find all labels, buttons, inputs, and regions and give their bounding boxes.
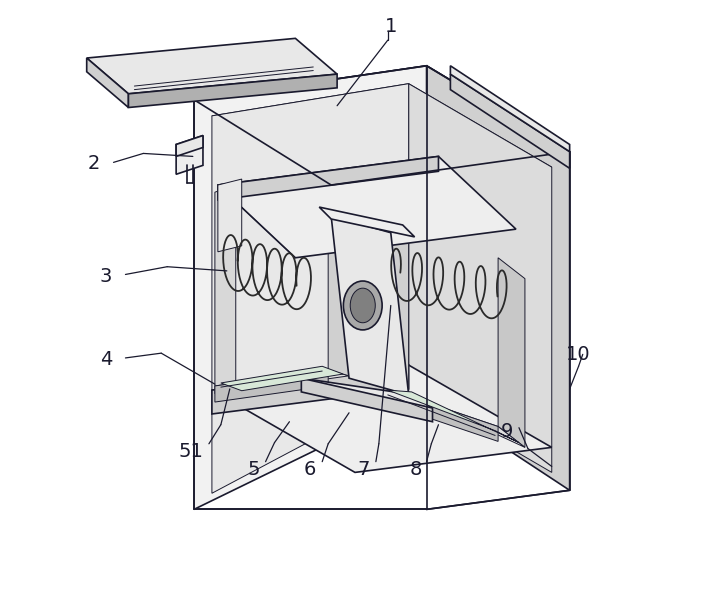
- Polygon shape: [129, 74, 337, 107]
- Text: 7: 7: [358, 460, 370, 479]
- Polygon shape: [427, 66, 569, 491]
- Polygon shape: [498, 258, 525, 447]
- Polygon shape: [212, 365, 409, 414]
- Polygon shape: [212, 84, 409, 493]
- Polygon shape: [409, 84, 552, 473]
- Text: 8: 8: [410, 460, 422, 479]
- Polygon shape: [328, 211, 349, 376]
- Polygon shape: [221, 366, 343, 391]
- Polygon shape: [383, 388, 525, 447]
- Text: 10: 10: [567, 345, 591, 364]
- Polygon shape: [331, 216, 409, 395]
- Text: 6: 6: [304, 460, 317, 479]
- Ellipse shape: [344, 281, 382, 330]
- Polygon shape: [215, 185, 236, 394]
- Text: 5: 5: [247, 460, 260, 479]
- Polygon shape: [450, 74, 569, 168]
- Polygon shape: [218, 156, 516, 258]
- Polygon shape: [215, 370, 328, 402]
- Polygon shape: [194, 66, 569, 185]
- Polygon shape: [176, 135, 203, 156]
- Polygon shape: [176, 135, 203, 174]
- Polygon shape: [301, 378, 432, 408]
- Text: 51: 51: [179, 442, 204, 461]
- Polygon shape: [215, 370, 349, 392]
- Polygon shape: [388, 390, 519, 443]
- Polygon shape: [320, 207, 415, 237]
- Polygon shape: [383, 228, 409, 394]
- Ellipse shape: [350, 288, 376, 323]
- Polygon shape: [212, 365, 552, 473]
- Polygon shape: [383, 388, 498, 441]
- Polygon shape: [87, 38, 337, 94]
- Polygon shape: [212, 84, 552, 199]
- Polygon shape: [218, 179, 241, 252]
- Polygon shape: [218, 156, 439, 200]
- Text: 9: 9: [501, 422, 513, 441]
- Text: 3: 3: [99, 267, 112, 286]
- Polygon shape: [87, 58, 129, 107]
- Text: 2: 2: [87, 154, 100, 173]
- Polygon shape: [301, 378, 432, 422]
- Text: 4: 4: [99, 350, 112, 368]
- Text: 1: 1: [385, 17, 397, 36]
- Polygon shape: [450, 66, 569, 152]
- Polygon shape: [194, 66, 427, 509]
